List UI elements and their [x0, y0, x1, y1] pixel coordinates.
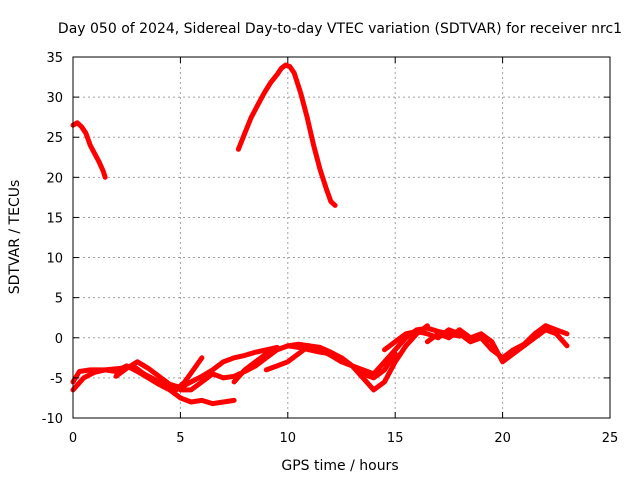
series-arc-10 — [424, 327, 570, 365]
series-arc-2 — [235, 62, 338, 208]
axis-ticks: 0 5 10 15 20 25 -10 -5 0 5 10 15 20 25 30 35 — [42, 51, 619, 446]
y-tick-label: 15 — [46, 211, 63, 226]
series-arc-8 — [263, 325, 463, 377]
x-tick-label: 20 — [494, 431, 511, 446]
data-series — [70, 62, 570, 407]
series-arc-1 — [70, 120, 108, 180]
y-tick-label: 5 — [55, 292, 63, 307]
y-tick-label: 0 — [55, 332, 63, 347]
x-tick-label: 10 — [280, 431, 297, 446]
y-axis-label: SDTVAR / TECUs — [7, 180, 23, 295]
plot-frame — [72, 56, 611, 419]
y-tick-label: -10 — [42, 412, 63, 427]
y-tick-label: -5 — [50, 372, 63, 387]
y-tick-label: 25 — [46, 131, 63, 146]
chart-title: Day 050 of 2024, Sidereal Day-to-day VTE… — [58, 21, 622, 37]
y-tick-label: 30 — [46, 91, 63, 106]
x-tick-label: 25 — [602, 431, 619, 446]
x-tick-label: 0 — [69, 431, 77, 446]
series-arc-9 — [382, 323, 570, 361]
series-arc-5 — [113, 344, 280, 390]
y-tick-label: 10 — [46, 252, 63, 267]
y-tick-label: 20 — [46, 171, 63, 186]
x-axis-label: GPS time / hours — [281, 458, 398, 474]
series-arc-4 — [70, 355, 205, 393]
x-tick-label: 5 — [176, 431, 184, 446]
y-tick-label: 35 — [46, 51, 63, 66]
x-tick-label: 15 — [387, 431, 404, 446]
series-arc-7 — [231, 323, 430, 393]
